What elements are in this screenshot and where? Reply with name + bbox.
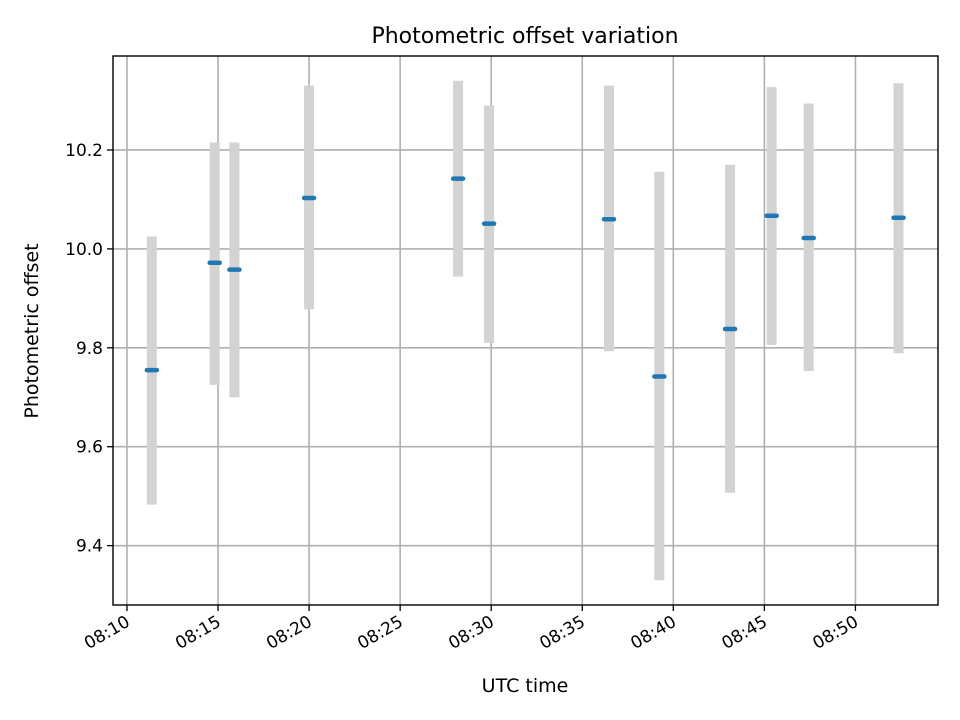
tick-layer: 08:10 08:15 08:20 08:25 08:30 08:35 08:40 08:45… [65,141,862,654]
x-tick-label: 08:30 [445,612,497,654]
x-tick-label: 08:35 [536,612,588,654]
chart-title: Photometric offset variation [371,24,678,49]
x-tick-label: 08:10 [81,612,133,654]
x-tick-label: 08:45 [718,612,770,654]
y-tick-label: 10.0 [65,240,103,260]
point-layer [144,176,906,379]
y-axis-label: Photometric offset [21,243,43,418]
y-tick-label: 9.4 [76,537,103,557]
y-tick-label: 9.6 [76,438,103,458]
x-tick-label: 08:25 [354,612,406,654]
x-tick-label: 08:20 [263,612,315,654]
x-axis-label: UTC time [482,675,569,697]
x-tick-label: 08:40 [627,612,679,654]
y-tick-label: 10.2 [65,141,103,161]
errorbar-layer [146,80,904,581]
y-tick-label: 9.8 [76,339,103,359]
plot-frame [112,55,939,606]
x-tick-label: 08:15 [172,612,224,654]
x-tick-label: 08:50 [810,612,862,654]
